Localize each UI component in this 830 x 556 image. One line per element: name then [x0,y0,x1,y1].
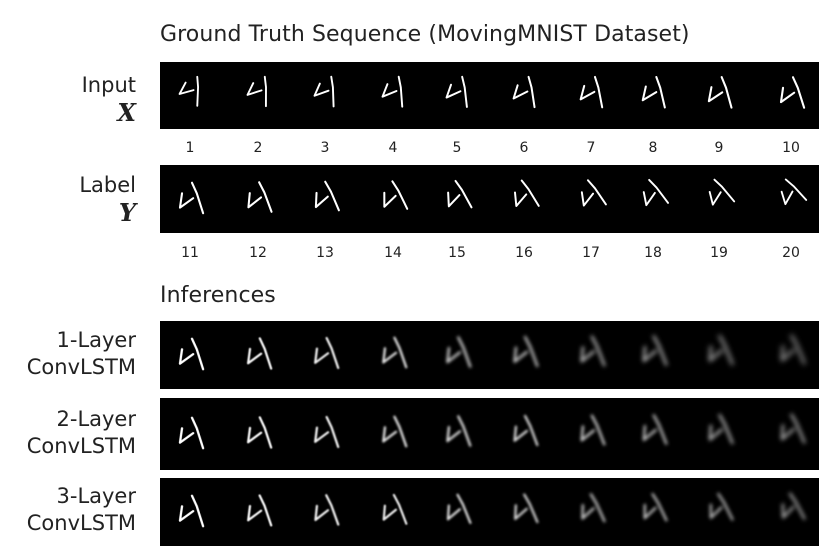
inference-2-label-line1: 2-Layer [56,407,137,431]
digit-frame [178,337,205,371]
inference-1-label-line1: 1-Layer [56,328,137,352]
digit-frame [446,415,472,447]
digit-frame [579,75,604,109]
digit-frame [513,414,539,447]
digit-frame [178,494,205,528]
inference-1-label-line2: ConvLSTM [26,355,136,379]
label-frame-numbers: 11 12 13 14 15 16 17 18 19 20 [160,245,819,265]
frame-number: 2 [253,140,263,156]
inference-2-frame-strip [160,398,819,470]
digit-frame [247,181,273,213]
digit-frame [708,413,734,445]
inference-3-label-line2: ConvLSTM [26,511,136,535]
digit-frame [382,336,408,369]
digit-frame [514,493,539,524]
inferences-title: Inferences [160,283,276,308]
frame-number: 20 [782,245,800,261]
inference-2-label: 2-Layer ConvLSTM [27,406,136,460]
inference-1-frame-strip [160,321,819,389]
frame-number: 10 [782,140,800,156]
digit-frame [382,493,408,525]
digit-frame [246,416,273,449]
digit-frame [642,335,668,366]
label-label-text: Label [79,173,136,197]
digit-frame [580,335,606,367]
frame-number: 16 [515,245,533,261]
frame-number: 9 [714,140,724,156]
input-symbol: X [117,98,136,127]
inference-3-label: 3-Layer ConvLSTM [27,483,136,537]
frame-number: 18 [644,245,662,261]
digit-frame [781,334,806,365]
digit-frame [314,494,340,526]
inference-3-frame-strip [160,478,819,546]
digit-frame [246,75,267,108]
digit-frame [246,337,273,370]
input-label-text: Input [81,73,136,97]
inference-1-label: 1-Layer ConvLSTM [27,327,136,381]
digit-frame [580,414,606,446]
digit-frame [178,181,205,215]
frame-number: 5 [452,140,462,156]
digit-frame [445,75,468,108]
input-row-label: Input X [82,72,136,126]
inference-3-label-line1: 3-Layer [56,484,137,508]
digit-frame [580,179,607,207]
label-symbol: Y [118,198,136,227]
digit-frame [643,493,668,522]
digit-frame [446,336,472,368]
digit-frame [446,493,472,524]
digit-frame [178,75,200,107]
ground-truth-title: Ground Truth Sequence (MovingMNIST Datas… [160,22,690,47]
digit-frame [512,75,536,109]
digit-frame [780,178,808,206]
frame-number: 12 [249,245,267,261]
digit-frame [247,494,273,527]
digit-frame [313,75,335,108]
digit-frame [581,493,606,523]
digit-frame [383,180,409,210]
digit-frame [382,415,408,448]
digit-frame [642,178,670,207]
digit-frame [314,336,340,370]
label-row-label: Label Y [79,172,136,226]
frame-number: 8 [648,140,658,156]
frame-number: 4 [388,140,398,156]
label-frame-strip [160,165,819,233]
digit-frame [513,335,539,368]
digit-frame [779,76,806,109]
digit-frame [708,178,736,206]
digit-frame [314,180,340,212]
frame-number: 13 [316,245,334,261]
digit-frame [447,179,473,209]
frame-number: 6 [519,140,529,156]
frame-number: 11 [181,245,199,261]
digit-frame [381,75,404,108]
frame-number: 7 [586,140,596,156]
digit-frame [641,75,666,109]
digit-frame [708,334,734,366]
digit-frame [781,413,806,444]
frame-number: 1 [185,140,195,156]
frame-number: 14 [384,245,402,261]
inference-2-label-line2: ConvLSTM [26,434,136,458]
digit-frame [707,76,733,109]
digit-frame [513,179,540,207]
frame-number: 3 [320,140,330,156]
input-frame-strip [160,62,819,129]
digit-frame [314,415,340,449]
frame-number: 19 [710,245,728,261]
digit-frame [178,416,205,450]
frame-number: 17 [582,245,600,261]
digit-frame [642,414,668,445]
input-frame-numbers: 1 2 3 4 5 6 7 8 9 10 [160,140,819,160]
digit-frame [709,492,734,521]
digit-frame [781,492,806,520]
frame-number: 15 [448,245,466,261]
